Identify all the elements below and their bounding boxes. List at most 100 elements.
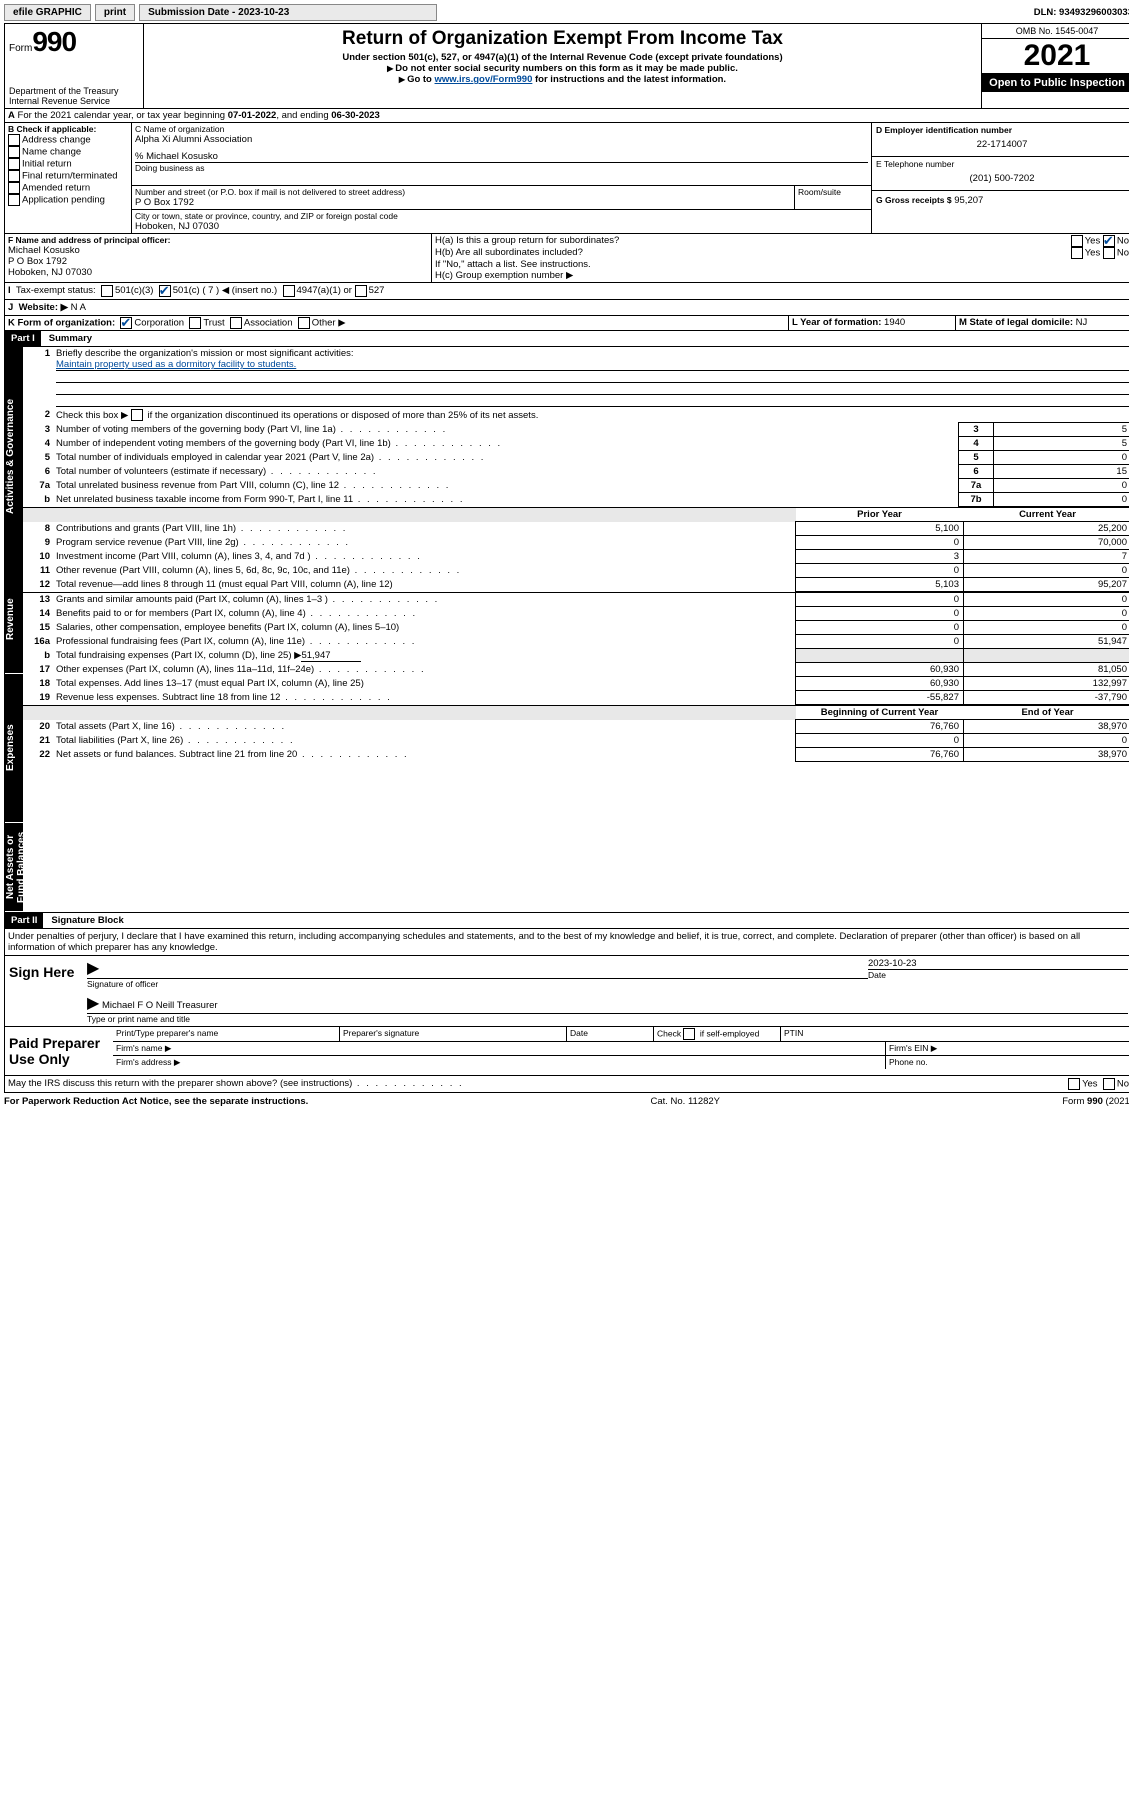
form-header: Form990 Department of the Treasury Inter…	[5, 24, 1129, 109]
l18-label: Total expenses. Add lines 13–17 (must eq…	[53, 677, 796, 691]
footer-mid: Cat. No. 11282Y	[308, 1096, 1062, 1107]
chk-name-change[interactable]	[8, 146, 20, 158]
l9-label: Program service revenue (Part VIII, line…	[53, 536, 796, 550]
form-number: Form990	[9, 26, 139, 58]
street-label: Number and street (or P.O. box if mail i…	[135, 187, 791, 197]
irs-link[interactable]: www.irs.gov/Form990	[435, 74, 533, 85]
chk-corp[interactable]	[120, 317, 132, 329]
org-info-block: B Check if applicable: Address change Na…	[5, 123, 1129, 234]
hb-label: H(b) Are all subordinates included?	[435, 247, 1071, 259]
l8-curr: 25,200	[964, 522, 1129, 536]
l10-label: Investment income (Part VIII, column (A)…	[53, 550, 796, 564]
chk-discontinued[interactable]	[131, 409, 143, 421]
chk-assoc[interactable]	[230, 317, 242, 329]
hb-yes[interactable]	[1071, 247, 1083, 259]
l11-label: Other revenue (Part VIII, column (A), li…	[53, 564, 796, 578]
may-irs-no[interactable]	[1103, 1078, 1115, 1090]
chk-other[interactable]	[298, 317, 310, 329]
l14-prior: 0	[796, 607, 964, 621]
l9-prior: 0	[796, 536, 964, 550]
form-title: Return of Organization Exempt From Incom…	[150, 28, 975, 50]
l7a-label: Total unrelated business revenue from Pa…	[53, 479, 959, 493]
hb-no[interactable]	[1103, 247, 1115, 259]
l12-curr: 95,207	[964, 578, 1129, 592]
ha-no[interactable]	[1103, 235, 1115, 247]
l22-curr: 38,970	[964, 748, 1129, 762]
l5-val: 0	[994, 451, 1129, 465]
l3-val: 5	[994, 423, 1129, 437]
street: P O Box 1792	[135, 197, 791, 208]
print-button[interactable]: print	[95, 4, 135, 21]
sig-officer-label: Signature of officer	[87, 978, 868, 989]
l9-curr: 70,000	[964, 536, 1129, 550]
chk-trust[interactable]	[189, 317, 201, 329]
l22-label: Net assets or fund balances. Subtract li…	[53, 748, 796, 762]
l3-label: Number of voting members of the governin…	[53, 423, 959, 437]
year-formation: 1940	[884, 317, 905, 328]
l12-label: Total revenue—add lines 8 through 11 (mu…	[53, 578, 796, 592]
footer-left: For Paperwork Reduction Act Notice, see …	[4, 1096, 308, 1107]
ptin-label: PTIN	[781, 1027, 1129, 1041]
prep-name-label: Print/Type preparer's name	[113, 1027, 340, 1041]
l16a-label: Professional fundraising fees (Part IX, …	[53, 635, 796, 649]
l18-prior: 60,930	[796, 677, 964, 691]
box-g-label: G Gross receipts $	[876, 195, 952, 205]
l19-prior: -55,827	[796, 691, 964, 705]
officer-city: Hoboken, NJ 07030	[8, 267, 428, 278]
officer-block: F Name and address of principal officer:…	[5, 234, 1129, 283]
l7a-val: 0	[994, 479, 1129, 493]
l17-curr: 81,050	[964, 663, 1129, 677]
l14-label: Benefits paid to or for members (Part IX…	[53, 607, 796, 621]
sign-here-block: Sign Here ▶ Signature of officer 2023-10…	[5, 955, 1129, 1026]
box-e-label: E Telephone number	[876, 159, 1128, 169]
l17-prior: 60,930	[796, 663, 964, 677]
l22-prior: 76,760	[796, 748, 964, 762]
box-d-label: D Employer identification number	[876, 125, 1128, 135]
tax-period: A For the 2021 calendar year, or tax yea…	[5, 109, 1129, 123]
chk-application-pending[interactable]	[8, 194, 20, 206]
firm-ein-label: Firm's EIN ▶	[886, 1042, 1129, 1055]
l10-curr: 7	[964, 550, 1129, 564]
paid-preparer-label: Paid Preparer Use Only	[5, 1027, 113, 1075]
l7b-val: 0	[994, 493, 1129, 507]
l4-val: 5	[994, 437, 1129, 451]
l13-label: Grants and similar amounts paid (Part IX…	[53, 593, 796, 607]
l8-label: Contributions and grants (Part VIII, lin…	[53, 522, 796, 536]
chk-501c[interactable]	[159, 285, 171, 297]
chk-501c3[interactable]	[101, 285, 113, 297]
ha-label: H(a) Is this a group return for subordin…	[435, 235, 1071, 247]
may-irs-row: May the IRS discuss this return with the…	[5, 1075, 1129, 1092]
l20-label: Total assets (Part X, line 16)	[53, 720, 796, 734]
chk-amended-return[interactable]	[8, 182, 20, 194]
chk-self-employed[interactable]	[683, 1028, 695, 1040]
ein: 22-1714007	[876, 135, 1128, 154]
l5-label: Total number of individuals employed in …	[53, 451, 959, 465]
may-irs-yes[interactable]	[1068, 1078, 1080, 1090]
firm-name-label: Firm's name ▶	[113, 1042, 886, 1055]
l21-curr: 0	[964, 734, 1129, 748]
chk-final-return[interactable]	[8, 170, 20, 182]
efile-label: efile GRAPHIC	[4, 4, 91, 21]
chk-4947[interactable]	[283, 285, 295, 297]
prep-sig-label: Preparer's signature	[340, 1027, 567, 1041]
chk-address-change[interactable]	[8, 134, 20, 146]
l17-label: Other expenses (Part IX, column (A), lin…	[53, 663, 796, 677]
vtab-activities: Activities & Governance	[5, 347, 23, 565]
tax-exempt-row: I Tax-exempt status: 501(c)(3) 501(c) ( …	[5, 283, 1129, 300]
tax-year: 2021	[982, 39, 1129, 74]
chk-527[interactable]	[355, 285, 367, 297]
ssn-note: Do not enter social security numbers on …	[150, 63, 975, 74]
l15-label: Salaries, other compensation, employee b…	[53, 621, 796, 635]
dba-label: Doing business as	[135, 162, 868, 173]
officer-name: Michael Kosusko	[8, 245, 428, 256]
l1-value[interactable]: Maintain property used as a dormitory fa…	[56, 359, 296, 370]
vtab-expenses: Expenses	[5, 674, 23, 823]
l12-prior: 5,103	[796, 578, 964, 592]
hc-label: H(c) Group exemption number ▶	[435, 270, 1129, 281]
hb-note: If "No," attach a list. See instructions…	[435, 259, 1129, 270]
l16b-label: Total fundraising expenses (Part IX, col…	[53, 649, 796, 663]
org-name: Alpha Xi Alumni Association	[135, 134, 868, 145]
ha-yes[interactable]	[1071, 235, 1083, 247]
room-label: Room/suite	[798, 187, 868, 197]
chk-initial-return[interactable]	[8, 158, 20, 170]
